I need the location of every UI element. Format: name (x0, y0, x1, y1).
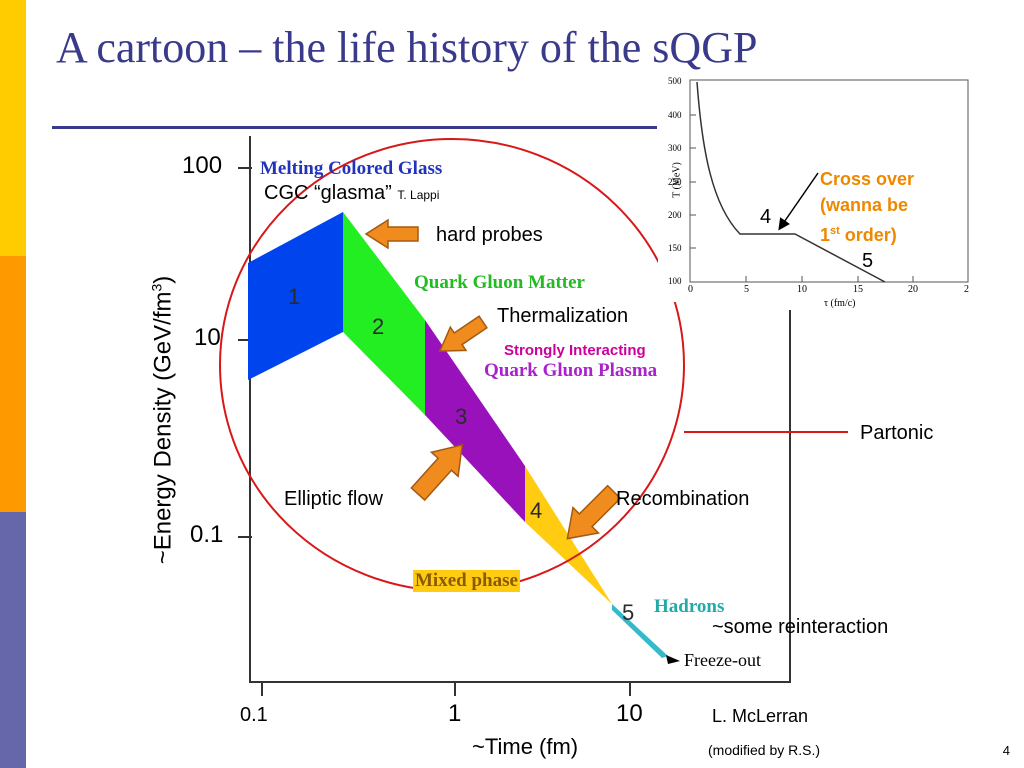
annotation-recombination: Recombination (616, 488, 750, 510)
y-axis-close: ) (149, 275, 177, 284)
x-axis-label: ~Time (fm) (472, 734, 578, 760)
annotation-some-reinteraction: ~some reinteraction (712, 616, 889, 638)
stripe-bottom (0, 512, 26, 768)
cross-over-order: order) (839, 225, 897, 245)
stage-3: 3 (455, 404, 468, 429)
title-rule (52, 126, 657, 129)
region-2-green (343, 212, 425, 415)
annotation-cgc-glasma: CGC “glasma” T. Lappi (264, 182, 439, 205)
region-5-cyan (612, 604, 668, 658)
credit-mclerran: L. McLerran (712, 706, 809, 726)
y-axis-sup: 3 (148, 283, 165, 292)
inset-temperature-curve (696, 81, 886, 283)
inset-x-tick-20: 20 (908, 284, 918, 295)
stage-4: 4 (530, 498, 543, 523)
region-title-hadrons: Hadrons (654, 596, 725, 617)
y-tick-label-10: 10 (194, 324, 221, 351)
stage-1: 1 (288, 284, 301, 309)
region-title-freeze-out: Freeze-out (684, 650, 761, 670)
region-1-blue (248, 212, 343, 380)
inset-crossover-arrow (778, 172, 819, 231)
y-axis-text: Energy Density (GeV/fm (149, 291, 177, 551)
inset-x-axis-label: τ (fm/c) (824, 298, 856, 309)
stripe-middle (0, 256, 26, 512)
stage-2: 2 (372, 314, 385, 339)
credit-modified: (modified by R.S.) (708, 742, 821, 758)
region-title-quark-gluon-plasma: Quark Gluon Plasma (484, 360, 658, 381)
cross-over-1: 1 (820, 225, 831, 245)
inset-x-tick-2: 2 (964, 284, 969, 295)
annotation-elliptic-flow: Elliptic flow (284, 488, 383, 510)
cross-over-line-3: 1st order) (820, 218, 914, 248)
stage-5: 5 (622, 600, 635, 625)
slide-title: A cartoon – the life history of the sQGP (56, 23, 758, 72)
x-tick-label-1: 1 (448, 700, 462, 727)
inset-frame (658, 76, 974, 302)
inset-y-tick-400: 400 (668, 110, 682, 120)
stripe-top (0, 0, 26, 256)
inset-y-tick-150: 150 (668, 243, 682, 253)
inset-y-tick-300: 300 (668, 143, 682, 153)
annotation-thermalization: Thermalization (497, 305, 629, 327)
inset-x-tick-15: 15 (853, 284, 863, 295)
arrow-recombination (566, 484, 622, 540)
x-tick-label-10: 10 (616, 700, 643, 727)
region-title-quark-gluon-matter: Quark Gluon Matter (414, 272, 585, 293)
inset-y-tick-100: 100 (668, 276, 682, 286)
plot-frame (249, 136, 791, 683)
arrow-elliptic-flow (410, 443, 464, 502)
annotation-hard-probes: hard probes (436, 224, 543, 246)
inset-label-4: 4 (760, 206, 772, 228)
page-number: 4 (1002, 743, 1010, 758)
x-axis-tilde: ~ (472, 734, 485, 759)
inset-x-tick-5: 5 (744, 284, 749, 295)
inset-y-tick-200: 200 (668, 210, 682, 220)
inset-x-tick-0: 0 (688, 284, 693, 295)
x-tick-label-01: 0.1 (240, 704, 268, 726)
inset-y-tick-250: 250 (668, 177, 682, 187)
region-title-mixed-phase: Mixed phase (413, 570, 520, 592)
t-lappi-text: T. Lappi (397, 188, 440, 202)
x-axis-text: Time (fm) (484, 734, 579, 759)
cross-over-line-2: (wanna be (820, 195, 909, 215)
annotation-partonic: Partonic (860, 422, 934, 444)
inset-y-tick-500: 500 (668, 76, 682, 86)
annotation-strongly-interacting: Strongly Interacting (504, 342, 646, 359)
freeze-out-arrowhead (666, 655, 680, 664)
cross-over-line-1: Cross over (820, 169, 915, 189)
cgc-glasma-text: CGC “glasma” (264, 182, 392, 204)
y-axis-tilde: ~ (149, 550, 177, 565)
y-axis-label: ~Energy Density (GeV/fm3) (149, 276, 178, 565)
inset-axes (689, 79, 969, 283)
inset-y-axis-label: T (MeV) (671, 162, 683, 198)
arrow-thermalization (438, 315, 488, 352)
inset-cross-over-note: Cross over (wanna be 1st order) (820, 166, 914, 248)
y-tick-label-100: 100 (182, 152, 223, 179)
region-3-purple (425, 320, 525, 522)
inset-label-5: 5 (862, 250, 874, 272)
arrow-hard-probes (364, 218, 419, 250)
cross-over-st: st (830, 225, 840, 237)
inset-chart (658, 76, 974, 302)
y-tick-label-01: 0.1 (190, 521, 224, 548)
region-title-melting-colored-glass: Melting Colored Glass (260, 158, 443, 179)
inset-x-tick-10: 10 (797, 284, 807, 295)
